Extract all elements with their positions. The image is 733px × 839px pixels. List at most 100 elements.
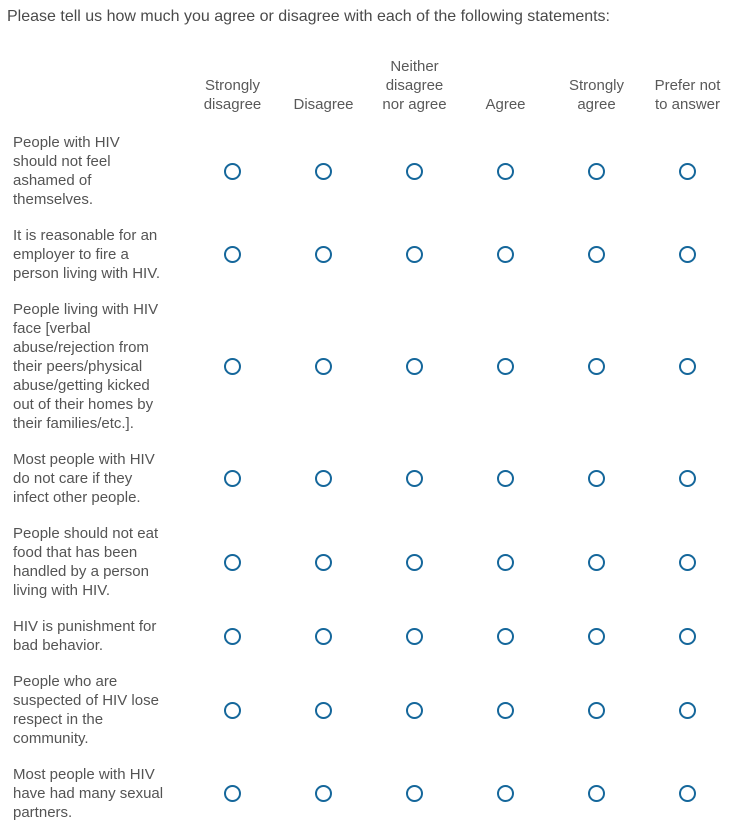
radio-cell — [642, 672, 733, 748]
radio-cell — [551, 672, 642, 748]
column-header-disagree: Disagree — [293, 96, 354, 113]
radio-cell — [642, 133, 733, 209]
radio-button-row8-strongly-agree[interactable] — [588, 785, 605, 802]
radio-button-row4-disagree[interactable] — [315, 470, 332, 487]
radio-button-row5-strongly-agree[interactable] — [588, 553, 605, 571]
radio-cell — [369, 300, 460, 433]
radio-button-row5-strongly-disagree[interactable] — [224, 553, 241, 571]
question-prompt: Please tell us how much you agree or dis… — [7, 8, 610, 25]
radio-cell — [460, 765, 551, 822]
statement-label: People living with HIV face [verbal abus… — [13, 301, 159, 432]
radio-button-row6-strongly-disagree[interactable] — [224, 627, 241, 645]
matrix-header-row: Strongly disagree Disagree Neither disagre… — [0, 57, 733, 114]
radio-button-row5-disagree[interactable] — [315, 553, 332, 571]
radio-button-row3-disagree[interactable] — [315, 358, 332, 375]
radio-button-row5-agree[interactable] — [497, 553, 514, 571]
radio-button-row2-strongly-agree[interactable] — [588, 246, 605, 263]
radio-button-row2-neither-disagree-nor-agree[interactable] — [406, 246, 423, 263]
statement-label: People with HIV should not feel ashamed … — [13, 134, 120, 208]
radio-button-row6-agree[interactable] — [497, 627, 514, 645]
radio-button-row4-agree[interactable] — [497, 470, 514, 487]
radio-button-row3-agree[interactable] — [497, 358, 514, 375]
radio-button-row4-prefer-not-to-answer[interactable] — [679, 470, 696, 487]
radio-cell — [187, 617, 278, 655]
radio-cell — [642, 226, 733, 283]
radio-cell — [369, 617, 460, 655]
radio-button-row1-strongly-disagree[interactable] — [224, 162, 241, 180]
radio-cell — [187, 133, 278, 209]
radio-cell — [187, 300, 278, 433]
radio-button-row7-disagree[interactable] — [315, 701, 332, 719]
radio-cell — [642, 450, 733, 507]
matrix-row: People should not eat food that has been… — [0, 524, 733, 600]
radio-cell — [278, 672, 369, 748]
radio-cell — [369, 133, 460, 209]
statement-label: People should not eat food that has been… — [13, 525, 159, 599]
radio-cell — [278, 226, 369, 283]
radio-button-row8-strongly-disagree[interactable] — [224, 785, 241, 802]
radio-cell — [278, 617, 369, 655]
radio-cell — [460, 450, 551, 507]
radio-button-row3-prefer-not-to-answer[interactable] — [679, 358, 696, 375]
radio-cell — [369, 450, 460, 507]
radio-button-row6-neither-disagree-nor-agree[interactable] — [406, 627, 423, 645]
radio-button-row5-neither-disagree-nor-agree[interactable] — [406, 553, 423, 571]
radio-cell — [642, 617, 733, 655]
matrix-row: People living with HIV face [verbal abus… — [0, 300, 733, 433]
radio-button-row6-disagree[interactable] — [315, 627, 332, 645]
radio-button-row1-neither-disagree-nor-agree[interactable] — [406, 162, 423, 180]
radio-cell — [460, 300, 551, 433]
radio-button-row8-prefer-not-to-answer[interactable] — [679, 785, 696, 802]
radio-button-row1-strongly-agree[interactable] — [588, 162, 605, 180]
radio-cell — [642, 765, 733, 822]
radio-button-row4-strongly-disagree[interactable] — [224, 470, 241, 487]
radio-button-row7-prefer-not-to-answer[interactable] — [679, 701, 696, 719]
radio-button-row4-strongly-agree[interactable] — [588, 470, 605, 487]
radio-button-row8-neither-disagree-nor-agree[interactable] — [406, 785, 423, 802]
radio-button-row8-agree[interactable] — [497, 785, 514, 802]
radio-button-row7-agree[interactable] — [497, 701, 514, 719]
radio-cell — [187, 450, 278, 507]
radio-cell — [187, 672, 278, 748]
radio-cell — [551, 450, 642, 507]
radio-button-row1-agree[interactable] — [497, 162, 514, 180]
radio-cell — [551, 524, 642, 600]
radio-button-row3-strongly-disagree[interactable] — [224, 358, 241, 375]
radio-button-row2-prefer-not-to-answer[interactable] — [679, 246, 696, 263]
radio-cell — [460, 672, 551, 748]
radio-cell — [551, 226, 642, 283]
radio-button-row2-strongly-disagree[interactable] — [224, 246, 241, 263]
radio-cell — [551, 617, 642, 655]
statement-label: People who are suspected of HIV lose res… — [13, 673, 159, 747]
radio-button-row3-neither-disagree-nor-agree[interactable] — [406, 358, 423, 375]
radio-cell — [460, 524, 551, 600]
radio-button-row6-strongly-agree[interactable] — [588, 627, 605, 645]
radio-button-row8-disagree[interactable] — [315, 785, 332, 802]
survey-page: Please tell us how much you agree or dis… — [0, 8, 733, 822]
radio-button-row7-strongly-agree[interactable] — [588, 701, 605, 719]
column-header-strongly-disagree: Strongly disagree — [203, 77, 262, 113]
radio-cell — [551, 133, 642, 209]
radio-cell — [551, 765, 642, 822]
likert-matrix: Strongly disagree Disagree Neither disagre… — [0, 57, 733, 822]
radio-button-row6-prefer-not-to-answer[interactable] — [679, 627, 696, 645]
radio-button-row1-prefer-not-to-answer[interactable] — [679, 162, 696, 180]
radio-button-row1-disagree[interactable] — [315, 162, 332, 180]
radio-cell — [187, 524, 278, 600]
matrix-row: Most people with HIV have had many sexua… — [0, 765, 733, 822]
radio-button-row2-agree[interactable] — [497, 246, 514, 263]
statement-label: Most people with HIV do not care if they… — [13, 451, 155, 506]
radio-button-row7-strongly-disagree[interactable] — [224, 701, 241, 719]
radio-cell — [369, 226, 460, 283]
matrix-row: It is reasonable for an employer to fire… — [0, 226, 733, 283]
radio-button-row7-neither-disagree-nor-agree[interactable] — [406, 701, 423, 719]
radio-button-row4-neither-disagree-nor-agree[interactable] — [406, 470, 423, 487]
column-header-agree: Agree — [485, 96, 526, 113]
column-header-neither-disagree-nor-agree: Neither disagree nor agree — [382, 58, 447, 113]
radio-button-row5-prefer-not-to-answer[interactable] — [679, 553, 696, 571]
radio-button-row2-disagree[interactable] — [315, 246, 332, 263]
statement-label: HIV is punishment for bad behavior. — [13, 618, 157, 654]
matrix-body: People with HIV should not feel ashamed … — [0, 133, 733, 822]
radio-button-row3-strongly-agree[interactable] — [588, 358, 605, 375]
radio-cell — [460, 617, 551, 655]
